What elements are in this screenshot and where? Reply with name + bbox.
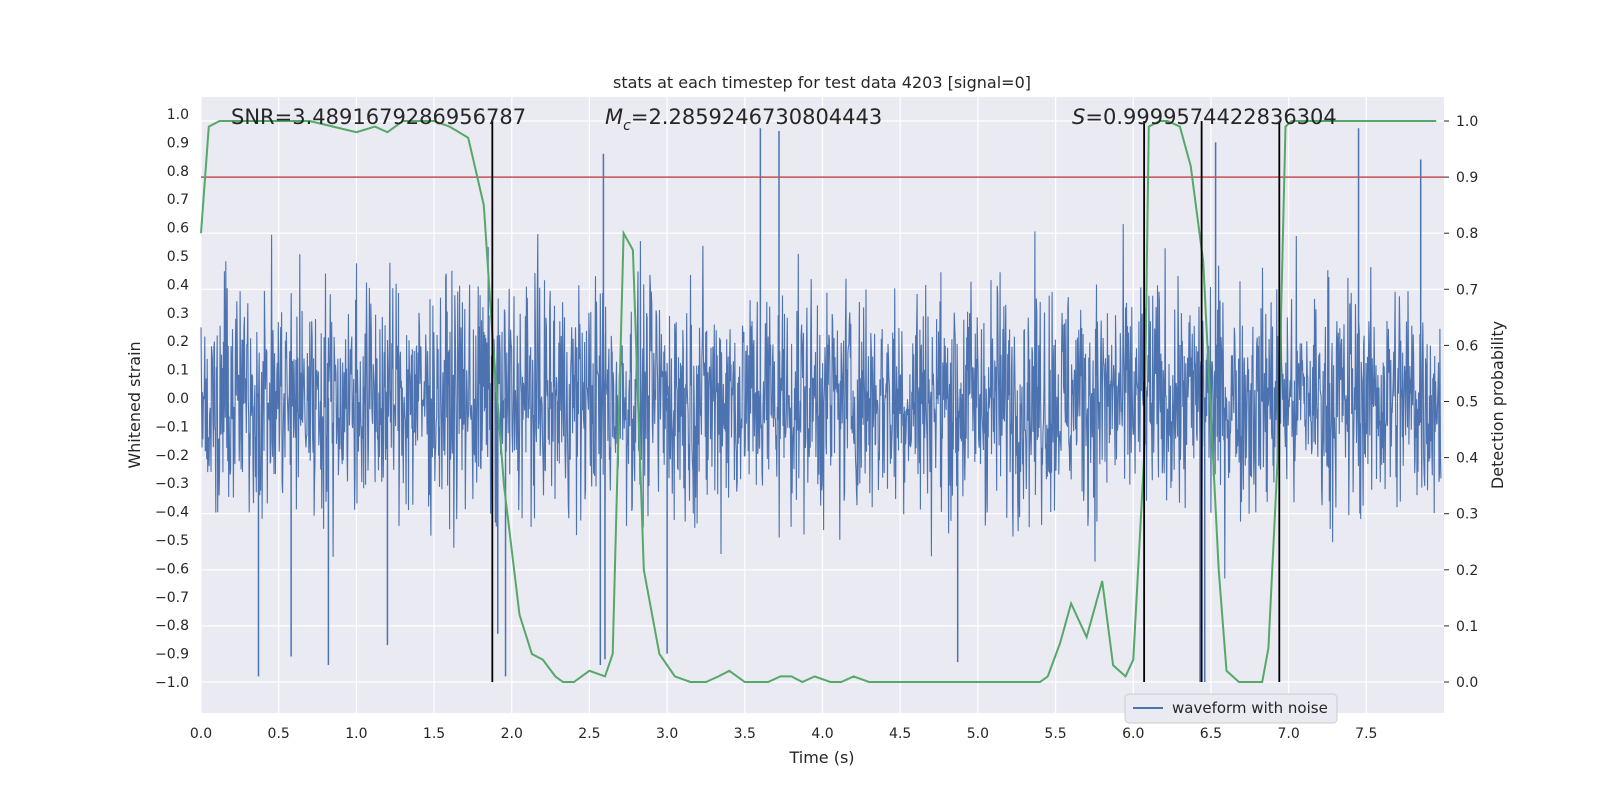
y-tick-label-right: 0.4 [1456,451,1478,467]
y-tick-label-left: −0.6 [155,561,189,577]
vertical-lines [491,121,1281,682]
x-tick-label: 4.5 [889,726,911,742]
x-axis-label: Time (s) [788,748,854,767]
y-tick-label-right: 0.1 [1456,619,1478,635]
annotation-snr-value: 3.4891679286956787 [292,105,526,129]
y-tick-label-left: 0.5 [167,249,189,265]
x-tick-label: 5.5 [1044,726,1066,742]
y-tick-label-right: 0.2 [1456,563,1478,579]
annotation-snr: SNR=3.4891679286956787 [231,105,526,129]
x-tick-label: 2.0 [501,726,523,742]
y-tick-label-left: 0.4 [167,277,189,293]
y-tick-label-right: 0.0 [1456,675,1478,691]
y-tick-label-right: 0.9 [1456,170,1478,186]
annotation-mc-label: M [605,105,623,129]
annotation-s-label: S [1072,105,1085,129]
annotation-mc-subscript: c [623,118,631,134]
y-tick-label-right: 0.3 [1456,507,1478,523]
y-tick-label-left: 0.0 [167,391,189,407]
legend: waveform with noise [1124,693,1338,724]
y-tick-label-left: 0.1 [167,363,189,379]
annotation-mc: Mc=2.2859246730804443 [605,105,882,134]
y-axis-label-right: Detection probability [1488,321,1507,489]
chart-title: stats at each timestep for test data 420… [613,73,1031,92]
annotation-snr-label: SNR [231,105,275,129]
y-tick-label-right: 1.0 [1456,114,1478,130]
y-axis-label-left: Whitened strain [125,341,144,468]
x-tick-label: 7.5 [1355,726,1377,742]
y-tick-label-left: −0.7 [155,590,189,606]
annotation-s-value: 0.9999574422836304 [1103,105,1337,129]
probability-line [200,120,1437,684]
y-tick-label-left: −0.5 [155,533,189,549]
waveform-series [200,128,1442,682]
y-tick-label-right: 0.7 [1456,282,1478,298]
x-ticks: 0.0 0.5 1.0 1.5 2.0 2.5 3.0 3.5 4.0 4.5 5.0 5.5 6.0 6… [190,726,1378,742]
y-tick-label-left: 0.8 [167,164,189,180]
x-tick-label: 1.0 [345,726,367,742]
y-ticks-left: 1.0 0.9 0.8 0.7 0.6 0.5 0.4 0.3 0.2 0.1 0.0 −0.1 −0.… [155,107,189,691]
y-tick-label-left: −0.9 [155,647,189,663]
probability-series [200,120,1437,684]
x-tick-label: 7.0 [1277,726,1299,742]
waveform-line [200,224,1442,579]
y-tick-label-left: −0.2 [155,448,189,464]
x-tick-label: 6.0 [1122,726,1144,742]
x-tick-label: 0.0 [190,726,212,742]
x-tick-label: 2.5 [578,726,600,742]
y-tick-label-left: −0.4 [155,505,189,521]
y-tick-label-left: −1.0 [155,675,189,691]
y-tick-label-left: −0.1 [155,419,189,435]
x-tick-label: 3.5 [734,726,756,742]
x-tick-label: 4.0 [811,726,833,742]
x-tick-label: 0.5 [268,726,290,742]
y-tick-label-left: 1.0 [167,107,189,123]
y-tick-label-right: 0.5 [1456,395,1478,411]
y-tick-label-left: 0.3 [167,306,189,322]
y-tick-label-left: 0.6 [167,221,189,237]
y-tick-label-left: −0.8 [155,618,189,634]
x-tick-label: 5.0 [967,726,989,742]
x-tick-label: 1.5 [423,726,445,742]
y-tick-label-left: 0.2 [167,334,189,350]
x-tick-label: 6.5 [1200,726,1222,742]
y-ticks-right: 1.0 0.9 0.8 0.7 0.6 0.5 0.4 0.3 0.2 0.1 0.0 [1444,114,1478,691]
y-tick-label-right: 0.8 [1456,226,1478,242]
annotation-mc-value: 2.2859246730804443 [648,105,882,129]
annotation-s: S=0.9999574422836304 [1072,105,1337,129]
y-tick-label-left: 0.7 [167,192,189,208]
y-tick-label-right: 0.6 [1456,338,1478,354]
y-tick-label-left: 0.9 [167,135,189,151]
legend-box [1124,693,1338,724]
legend-entry-waveform: waveform with noise [1172,699,1328,717]
y-tick-label-left: −0.3 [155,476,189,492]
x-tick-label: 3.0 [656,726,678,742]
